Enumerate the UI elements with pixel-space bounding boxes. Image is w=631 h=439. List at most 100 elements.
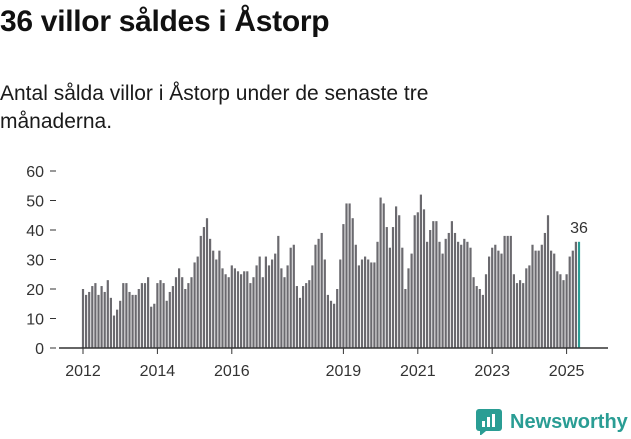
bar: [491, 247, 494, 348]
bar: [519, 280, 522, 348]
bar: [221, 268, 224, 348]
bar: [333, 303, 336, 348]
bar: [292, 244, 295, 348]
newsworthy-logo-icon: [476, 409, 502, 435]
bar: [302, 286, 305, 348]
bar: [395, 206, 398, 348]
bar: [85, 294, 88, 348]
bar: [116, 309, 119, 348]
bar: [317, 238, 320, 348]
bar: [230, 265, 233, 348]
bar: [525, 268, 528, 348]
bar: [512, 274, 515, 348]
bar: [339, 259, 342, 348]
bar: [240, 274, 243, 348]
x-tick-label: 2023: [474, 363, 510, 380]
y-gridlines: [50, 170, 56, 349]
bar: [320, 232, 323, 348]
bar: [289, 247, 292, 348]
x-tick-label: 2025: [549, 363, 585, 380]
bar: [184, 289, 187, 348]
y-tick-label: 50: [26, 194, 44, 211]
bar: [540, 244, 543, 348]
bar: [109, 297, 112, 348]
bar: [112, 315, 116, 348]
bar: [264, 256, 267, 348]
bar: [196, 256, 199, 348]
bar: [509, 235, 512, 348]
bar: [153, 303, 156, 348]
bar: [255, 265, 258, 348]
bar: [528, 265, 531, 348]
bar: [249, 283, 252, 348]
bar: [156, 283, 159, 348]
brand-footer: Newsworthy: [476, 406, 628, 438]
bar: [342, 224, 345, 348]
bar: [212, 250, 215, 348]
bar: [168, 291, 171, 348]
bar: [308, 280, 311, 348]
y-tick-label: 40: [26, 223, 44, 240]
bar: [562, 280, 565, 348]
bar: [119, 300, 122, 348]
bar: [388, 247, 391, 348]
bar: [453, 232, 457, 348]
bar: [550, 250, 553, 348]
bar: [209, 238, 212, 348]
bar-chart: 0 10 20 30 40 50 60 36 2012 2014 2016 2019 2021 2023 2…: [26, 164, 608, 380]
bar: [199, 235, 202, 348]
bar: [379, 197, 382, 348]
y-tick-label: 10: [26, 312, 44, 329]
bar: [190, 277, 193, 348]
bar: [531, 244, 534, 348]
bar: [565, 274, 568, 348]
bar: [311, 265, 314, 348]
bar: [478, 289, 481, 348]
bar: [165, 300, 168, 348]
bar: [88, 291, 91, 348]
bar: [543, 232, 546, 348]
bar: [534, 250, 537, 348]
bar: [546, 215, 550, 348]
bar-series: [81, 194, 581, 348]
bar: [382, 203, 385, 348]
bar: [441, 253, 444, 348]
bar: [280, 268, 283, 348]
bar: [351, 218, 354, 348]
bar: [286, 265, 289, 348]
bar: [258, 256, 261, 348]
bar: [469, 247, 472, 348]
bar: [298, 297, 302, 348]
bar: [413, 215, 416, 348]
bar: [515, 283, 519, 348]
bar: [224, 274, 227, 348]
bar: [463, 238, 466, 348]
bar: [329, 300, 333, 348]
bar-latest: [577, 241, 581, 348]
latest-value-label: 36: [570, 220, 588, 237]
bar: [162, 283, 165, 348]
bar: [357, 265, 360, 348]
y-tick-label: 0: [35, 341, 44, 358]
bar: [323, 259, 326, 348]
x-tick-label: 2016: [214, 363, 250, 380]
bar: [553, 253, 556, 348]
bar: [447, 232, 450, 348]
bar: [426, 241, 429, 348]
x-tick-label: 2012: [65, 363, 101, 380]
bar: [100, 286, 103, 348]
bar: [472, 277, 475, 348]
bar: [193, 262, 196, 348]
bar: [218, 250, 221, 348]
bar: [181, 277, 184, 348]
bar: [444, 238, 447, 348]
bar: [215, 259, 218, 348]
bar: [457, 241, 460, 348]
bar: [370, 262, 373, 348]
bar: [137, 289, 140, 348]
bar: [432, 221, 435, 348]
bar: [475, 286, 478, 348]
bar: [407, 268, 410, 348]
bar: [354, 244, 357, 348]
bar: [500, 253, 503, 348]
